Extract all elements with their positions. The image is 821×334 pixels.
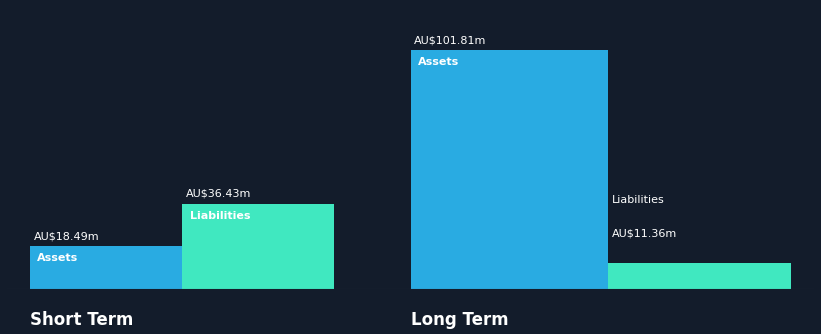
Text: AU$101.81m: AU$101.81m [415, 35, 487, 45]
Text: Short Term: Short Term [30, 311, 133, 329]
Text: AU$11.36m: AU$11.36m [612, 229, 677, 239]
Text: AU$18.49m: AU$18.49m [34, 231, 99, 241]
Text: Assets: Assets [418, 57, 460, 67]
Text: Assets: Assets [38, 253, 79, 263]
Text: Liabilities: Liabilities [190, 211, 250, 221]
Text: Long Term: Long Term [410, 311, 508, 329]
FancyBboxPatch shape [182, 204, 334, 290]
Text: AU$36.43m: AU$36.43m [186, 189, 251, 199]
FancyBboxPatch shape [608, 263, 791, 290]
FancyBboxPatch shape [30, 246, 182, 290]
FancyBboxPatch shape [410, 50, 608, 290]
Text: Liabilities: Liabilities [612, 195, 665, 205]
